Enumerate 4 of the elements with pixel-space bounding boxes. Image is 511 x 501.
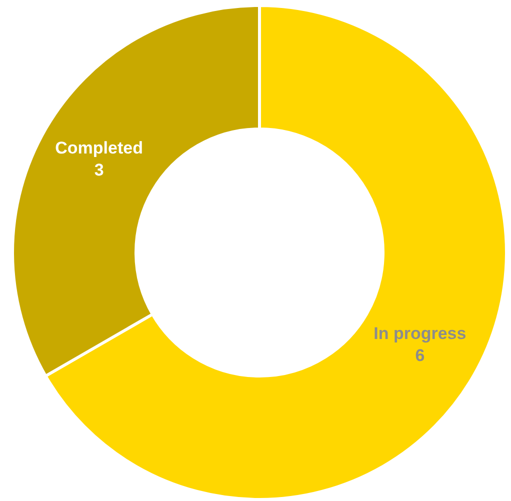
slice-label: Completed	[55, 138, 143, 158]
slice-label: In progress	[374, 324, 466, 343]
data-label: 3	[94, 160, 104, 180]
data-label: 6	[415, 346, 425, 365]
